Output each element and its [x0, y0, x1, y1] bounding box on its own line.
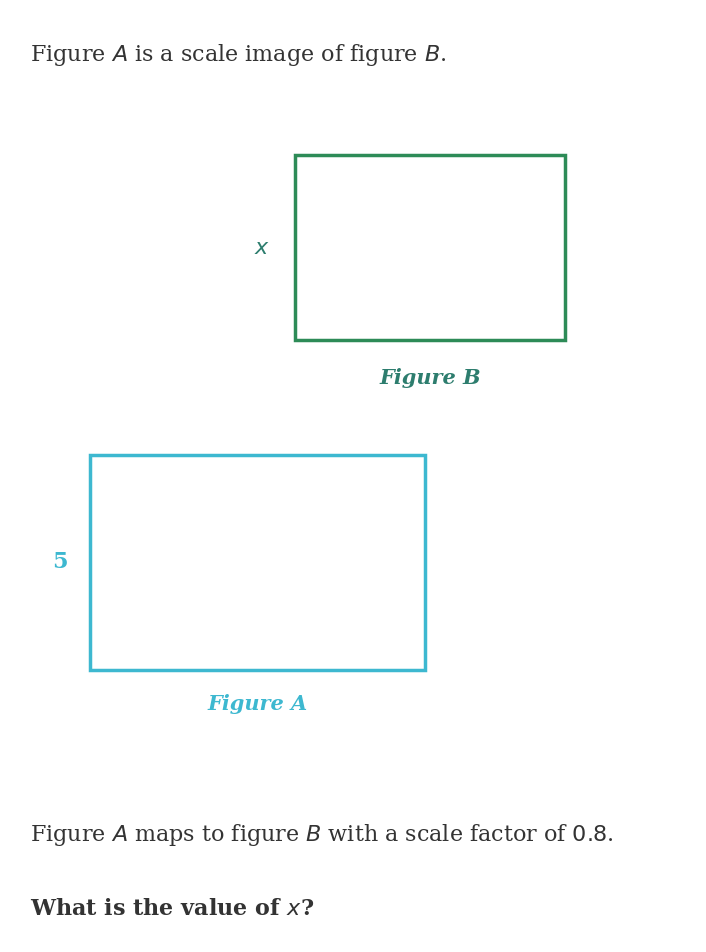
Bar	[295, 155, 565, 340]
Text: What is the value of $x$?: What is the value of $x$?	[30, 898, 314, 920]
Text: Figure $\mathit{A}$ maps to figure $\mathit{B}$ with a scale factor of $0.8$.: Figure $\mathit{A}$ maps to figure $\mat…	[30, 822, 614, 848]
Text: Figure $\mathit{A}$ is a scale image of figure $\mathit{B}$.: Figure $\mathit{A}$ is a scale image of …	[30, 42, 446, 68]
Text: $x$: $x$	[254, 237, 270, 259]
Text: Figure A: Figure A	[208, 694, 308, 714]
Bar	[90, 455, 425, 670]
Text: 5: 5	[52, 551, 68, 573]
Text: Figure B: Figure B	[379, 368, 481, 388]
